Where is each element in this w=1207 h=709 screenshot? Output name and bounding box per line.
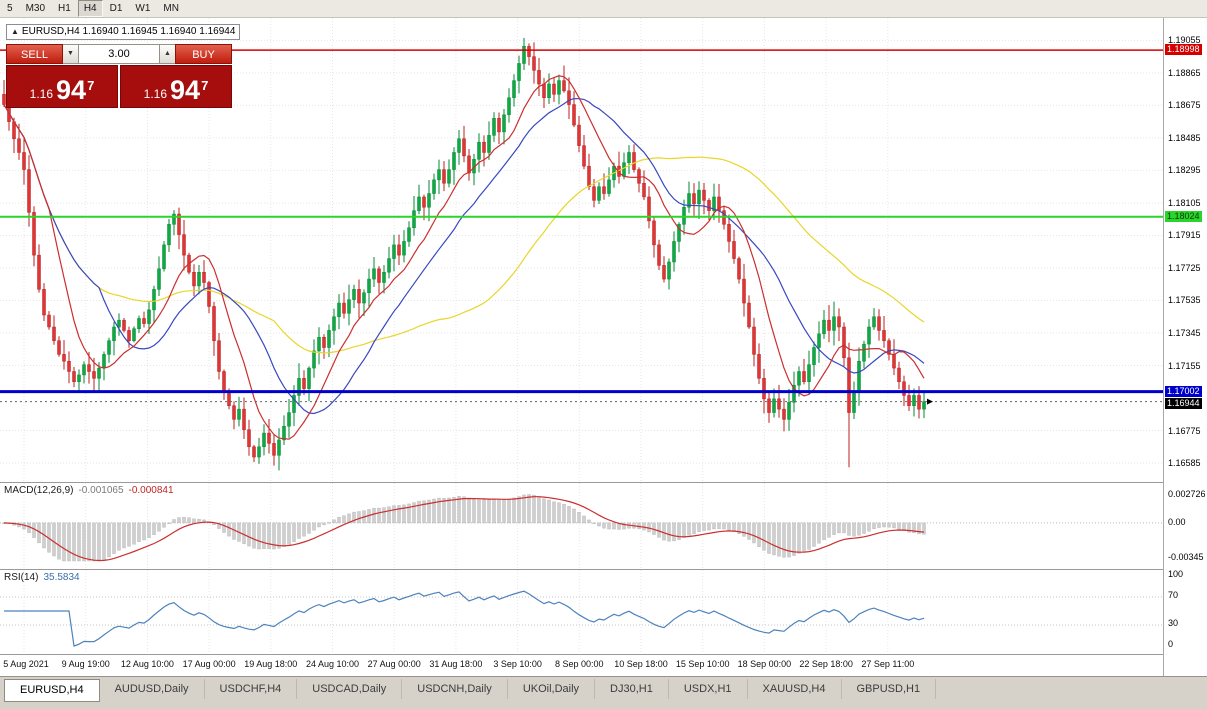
price-axis-label: 1.16775 xyxy=(1168,425,1201,436)
indicator-ma-fast xyxy=(3,75,925,440)
buy-price-big: 94 xyxy=(170,75,201,105)
indicator-ma-mid xyxy=(3,97,925,415)
volume-increase-button[interactable]: ▲ xyxy=(160,44,175,64)
macd-indicator-pane: MACD(12,26,9) -0.001065 -0.000841 xyxy=(0,482,1207,569)
volume-input[interactable] xyxy=(78,44,160,64)
rsi-axis-label: 100 xyxy=(1168,569,1184,579)
rsi-line xyxy=(4,590,925,647)
chart-tab-DJ30-H1[interactable]: DJ30,H1 xyxy=(595,679,669,699)
chart-tab-USDCNH-Daily[interactable]: USDCNH,Daily xyxy=(402,679,508,699)
rsi-axis-label: 30 xyxy=(1168,618,1179,628)
price-axis-label: 1.18865 xyxy=(1168,67,1201,78)
time-axis-label: 19 Aug 18:00 xyxy=(244,659,298,669)
rsi-axis-label: 0 xyxy=(1168,639,1174,649)
time-axis-label: 31 Aug 18:00 xyxy=(429,659,483,669)
chart-tab-USDX-H1[interactable]: USDX,H1 xyxy=(669,679,748,699)
rsi-value: 35.5834 xyxy=(43,572,80,583)
one-click-trading-panel: SELL ▼ ▲ BUY 1.16 94 7 1.16 94 7 xyxy=(6,44,232,108)
chart-tab-EURUSD-H4[interactable]: EURUSD,H4 xyxy=(4,679,100,702)
price-axis: 1.19055 1.18865 1.18675 1.18485 1.18295 1.181… xyxy=(1163,18,1207,676)
price-axis-label: 1.18675 xyxy=(1168,100,1201,111)
main-chart-canvas[interactable] xyxy=(0,18,1163,482)
time-axis-label: 9 Aug 19:00 xyxy=(61,659,110,669)
chart-tab-GBPUSD-H1[interactable]: GBPUSD,H1 xyxy=(842,679,937,699)
time-axis-label: 3 Sep 10:00 xyxy=(493,659,542,669)
rsi-label: RSI(14) 35.5834 xyxy=(4,572,80,583)
macd-canvas[interactable] xyxy=(0,483,1163,568)
price-axis-label: 1.17725 xyxy=(1168,262,1201,273)
chart-tab-USDCAD-Daily[interactable]: USDCAD,Daily xyxy=(297,679,403,699)
price-badge-1.16944: 1.16944 xyxy=(1165,397,1202,409)
price-axis-label: 1.18485 xyxy=(1168,132,1201,143)
time-axis-label: 15 Sep 10:00 xyxy=(675,659,730,669)
buy-price-box[interactable]: 1.16 94 7 xyxy=(120,65,232,108)
macd-axis-label: 0.00 xyxy=(1168,516,1186,527)
timeframe-button-H4[interactable]: H4 xyxy=(77,0,103,17)
sell-price-big: 94 xyxy=(56,75,87,105)
chart-tab-AUDUSD-Daily[interactable]: AUDUSD,Daily xyxy=(100,679,205,699)
time-axis-label: 24 Aug 10:00 xyxy=(305,659,360,669)
main-chart-pane: ▲ EURUSD,H4 1.16940 1.16945 1.16940 1.169… xyxy=(0,18,1207,482)
price-pointer-icon xyxy=(927,398,933,405)
timeframe-button-M30[interactable]: M30 xyxy=(25,3,46,14)
time-axis-label: 22 Sep 18:00 xyxy=(799,659,853,669)
chart-tab-USDCHF-H4[interactable]: USDCHF,H4 xyxy=(205,679,298,699)
buy-button[interactable]: BUY xyxy=(175,44,232,64)
price-badge-1.18024: 1.18024 xyxy=(1165,210,1202,222)
buy-price-sup: 7 xyxy=(201,78,209,93)
chart-tab-UKOil-Daily[interactable]: UKOil,Daily xyxy=(508,679,596,699)
candlesticks xyxy=(2,37,926,471)
timeframe-button-D1[interactable]: D1 xyxy=(109,3,123,14)
price-axis-label: 1.17345 xyxy=(1168,327,1201,338)
chart-title: ▲ EURUSD,H4 1.16940 1.16945 1.16940 1.169… xyxy=(6,24,241,40)
macd-signal-value: -0.000841 xyxy=(128,485,174,496)
rsi-canvas[interactable] xyxy=(0,570,1163,653)
chart-tab-bar: EURUSD,H4 AUDUSD,Daily USDCHF,H4 USDCAD,Dai… xyxy=(0,676,1207,709)
timeframe-button-MN[interactable]: MN xyxy=(163,3,179,14)
price-axis-label: 1.18295 xyxy=(1168,165,1201,176)
macd-axis-label: -0.00345 xyxy=(1168,552,1204,563)
chart-tab-XAUUSD-H4[interactable]: XAUUSD,H4 xyxy=(748,679,842,699)
time-axis-label: 27 Sep 11:00 xyxy=(861,659,915,669)
timeframe-toolbar: 5 M30 H1 H4 D1 W1 MN xyxy=(0,0,1207,18)
macd-label: MACD(12,26,9) -0.001065 -0.000841 xyxy=(4,485,174,496)
collapse-icon[interactable]: ▲ xyxy=(11,27,19,36)
price-badge-1.18998: 1.18998 xyxy=(1165,44,1202,56)
sell-price-box[interactable]: 1.16 94 7 xyxy=(6,65,118,108)
sell-price-prefix: 1.16 xyxy=(29,87,54,101)
sell-price-sup: 7 xyxy=(87,78,95,93)
chart-window: ▲ EURUSD,H4 1.16940 1.16945 1.16940 1.169… xyxy=(0,18,1207,676)
price-axis-label: 1.17155 xyxy=(1168,360,1201,371)
price-axis-label: 1.17535 xyxy=(1168,295,1201,306)
price-axis-label: 1.16585 xyxy=(1168,458,1201,469)
price-badge-1.17002: 1.17002 xyxy=(1165,385,1202,397)
volume-decrease-button[interactable]: ▼ xyxy=(63,44,78,64)
time-axis-label: 8 Sep 00:00 xyxy=(555,659,604,669)
timeframe-button-5[interactable]: 5 xyxy=(7,3,13,14)
buy-price-prefix: 1.16 xyxy=(143,87,168,101)
sell-button[interactable]: SELL xyxy=(6,44,63,64)
price-axis-label: 1.18105 xyxy=(1168,197,1201,208)
rsi-indicator-pane: RSI(14) 35.5834 xyxy=(0,569,1207,654)
time-axis-label: 5 Aug 2021 xyxy=(3,659,49,669)
macd-main-value: -0.001065 xyxy=(78,485,124,496)
macd-axis-label: 0.002726 xyxy=(1168,488,1206,499)
time-axis: 5 Aug 2021 9 Aug 19:00 12 Aug 10:00 17 Aug … xyxy=(0,654,1207,678)
time-axis-label: 27 Aug 00:00 xyxy=(367,659,421,669)
rsi-axis-label: 70 xyxy=(1168,590,1179,600)
time-axis-label: 17 Aug 00:00 xyxy=(182,659,236,669)
time-axis-label: 12 Aug 10:00 xyxy=(120,659,174,669)
chart-title-text: EURUSD,H4 1.16940 1.16945 1.16940 1.1694… xyxy=(21,26,236,37)
timeframe-button-W1[interactable]: W1 xyxy=(135,3,151,14)
time-axis-label: 10 Sep 18:00 xyxy=(614,659,668,669)
time-axis-label: 18 Sep 00:00 xyxy=(737,659,792,669)
price-axis-label: 1.19055 xyxy=(1168,35,1201,46)
indicator-ma-slow xyxy=(3,104,925,354)
macd-signal-line xyxy=(3,496,925,562)
price-axis-label: 1.17915 xyxy=(1168,230,1201,241)
timeframe-button-H1[interactable]: H1 xyxy=(58,3,71,14)
